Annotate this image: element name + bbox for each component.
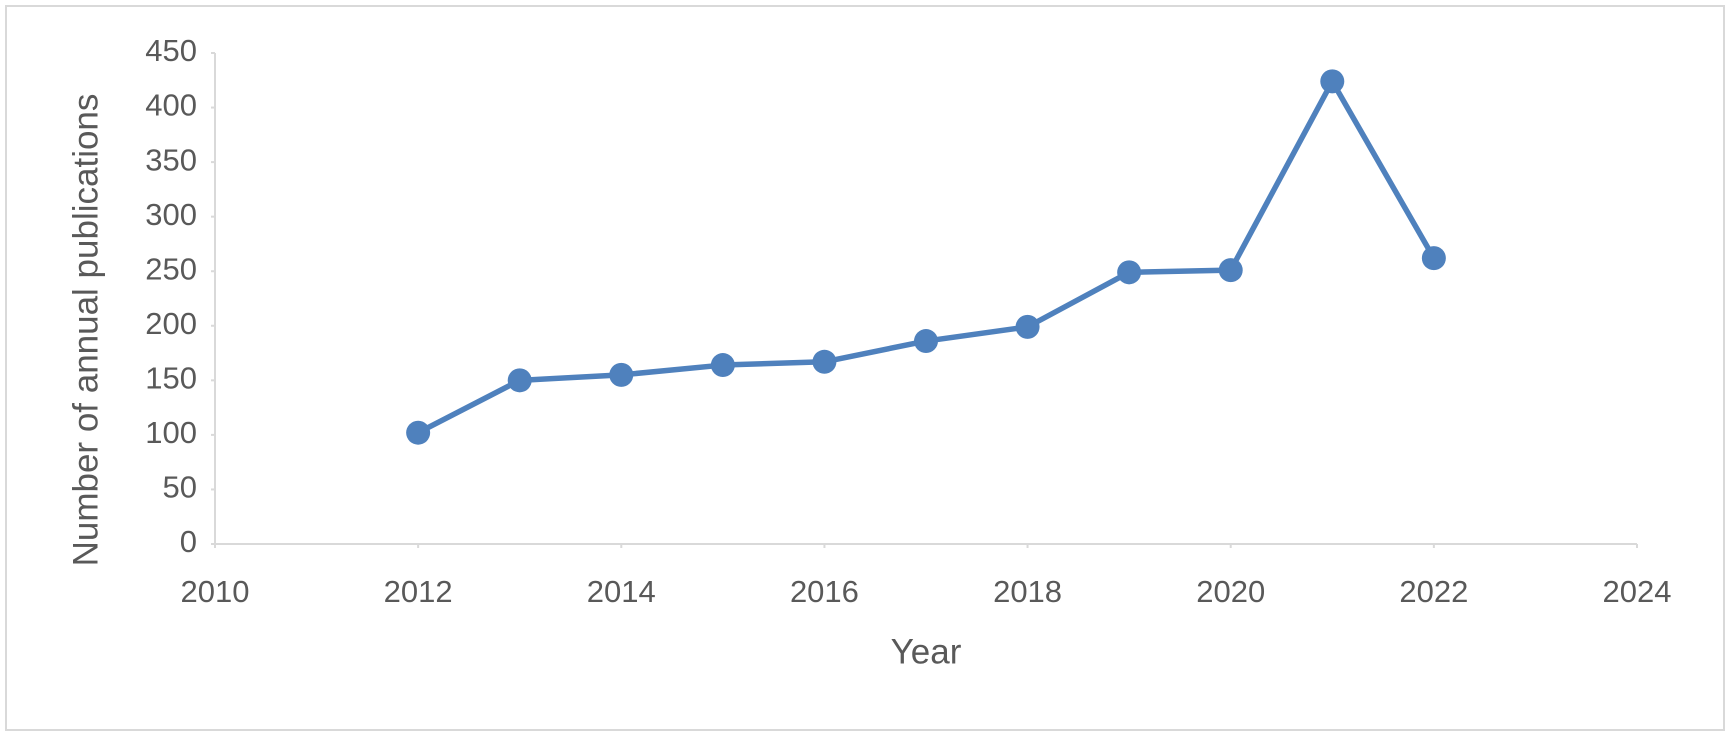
x-tick-label: 2024: [1603, 574, 1672, 609]
y-tick-label: 450: [145, 33, 197, 68]
x-tick-label: 2014: [587, 574, 656, 609]
x-tick-label: 2012: [384, 574, 453, 609]
data-point: [1320, 69, 1345, 94]
x-tick-label: 2016: [790, 574, 859, 609]
data-point: [609, 362, 634, 387]
y-tick-label: 50: [163, 470, 197, 505]
data-point: [812, 349, 837, 374]
data-point: [1218, 258, 1243, 283]
y-tick-label: 250: [145, 251, 197, 286]
data-point: [914, 329, 938, 354]
x-tick-label: 2020: [1196, 574, 1265, 609]
data-point: [406, 420, 431, 445]
data-point: [1117, 260, 1142, 285]
y-tick-label: 100: [145, 415, 197, 450]
data-point: [1421, 246, 1446, 271]
y-tick-label: 400: [145, 88, 197, 123]
y-tick-label: 200: [145, 306, 197, 341]
x-axis-title: Year: [891, 632, 962, 671]
y-tick-label: 300: [145, 197, 197, 232]
data-point: [710, 353, 735, 378]
data-point: [1015, 314, 1040, 339]
x-tick-label: 2010: [181, 574, 250, 609]
x-tick-label: 2022: [1399, 574, 1468, 609]
x-tick-label: 2018: [993, 574, 1062, 609]
chart-border: [5, 5, 1725, 731]
y-axis-title: Number of annual publications: [66, 94, 105, 567]
data-point: [507, 368, 532, 393]
y-tick-label: 150: [145, 361, 197, 396]
y-tick-label: 0: [180, 524, 197, 559]
y-tick-label: 350: [145, 142, 197, 177]
